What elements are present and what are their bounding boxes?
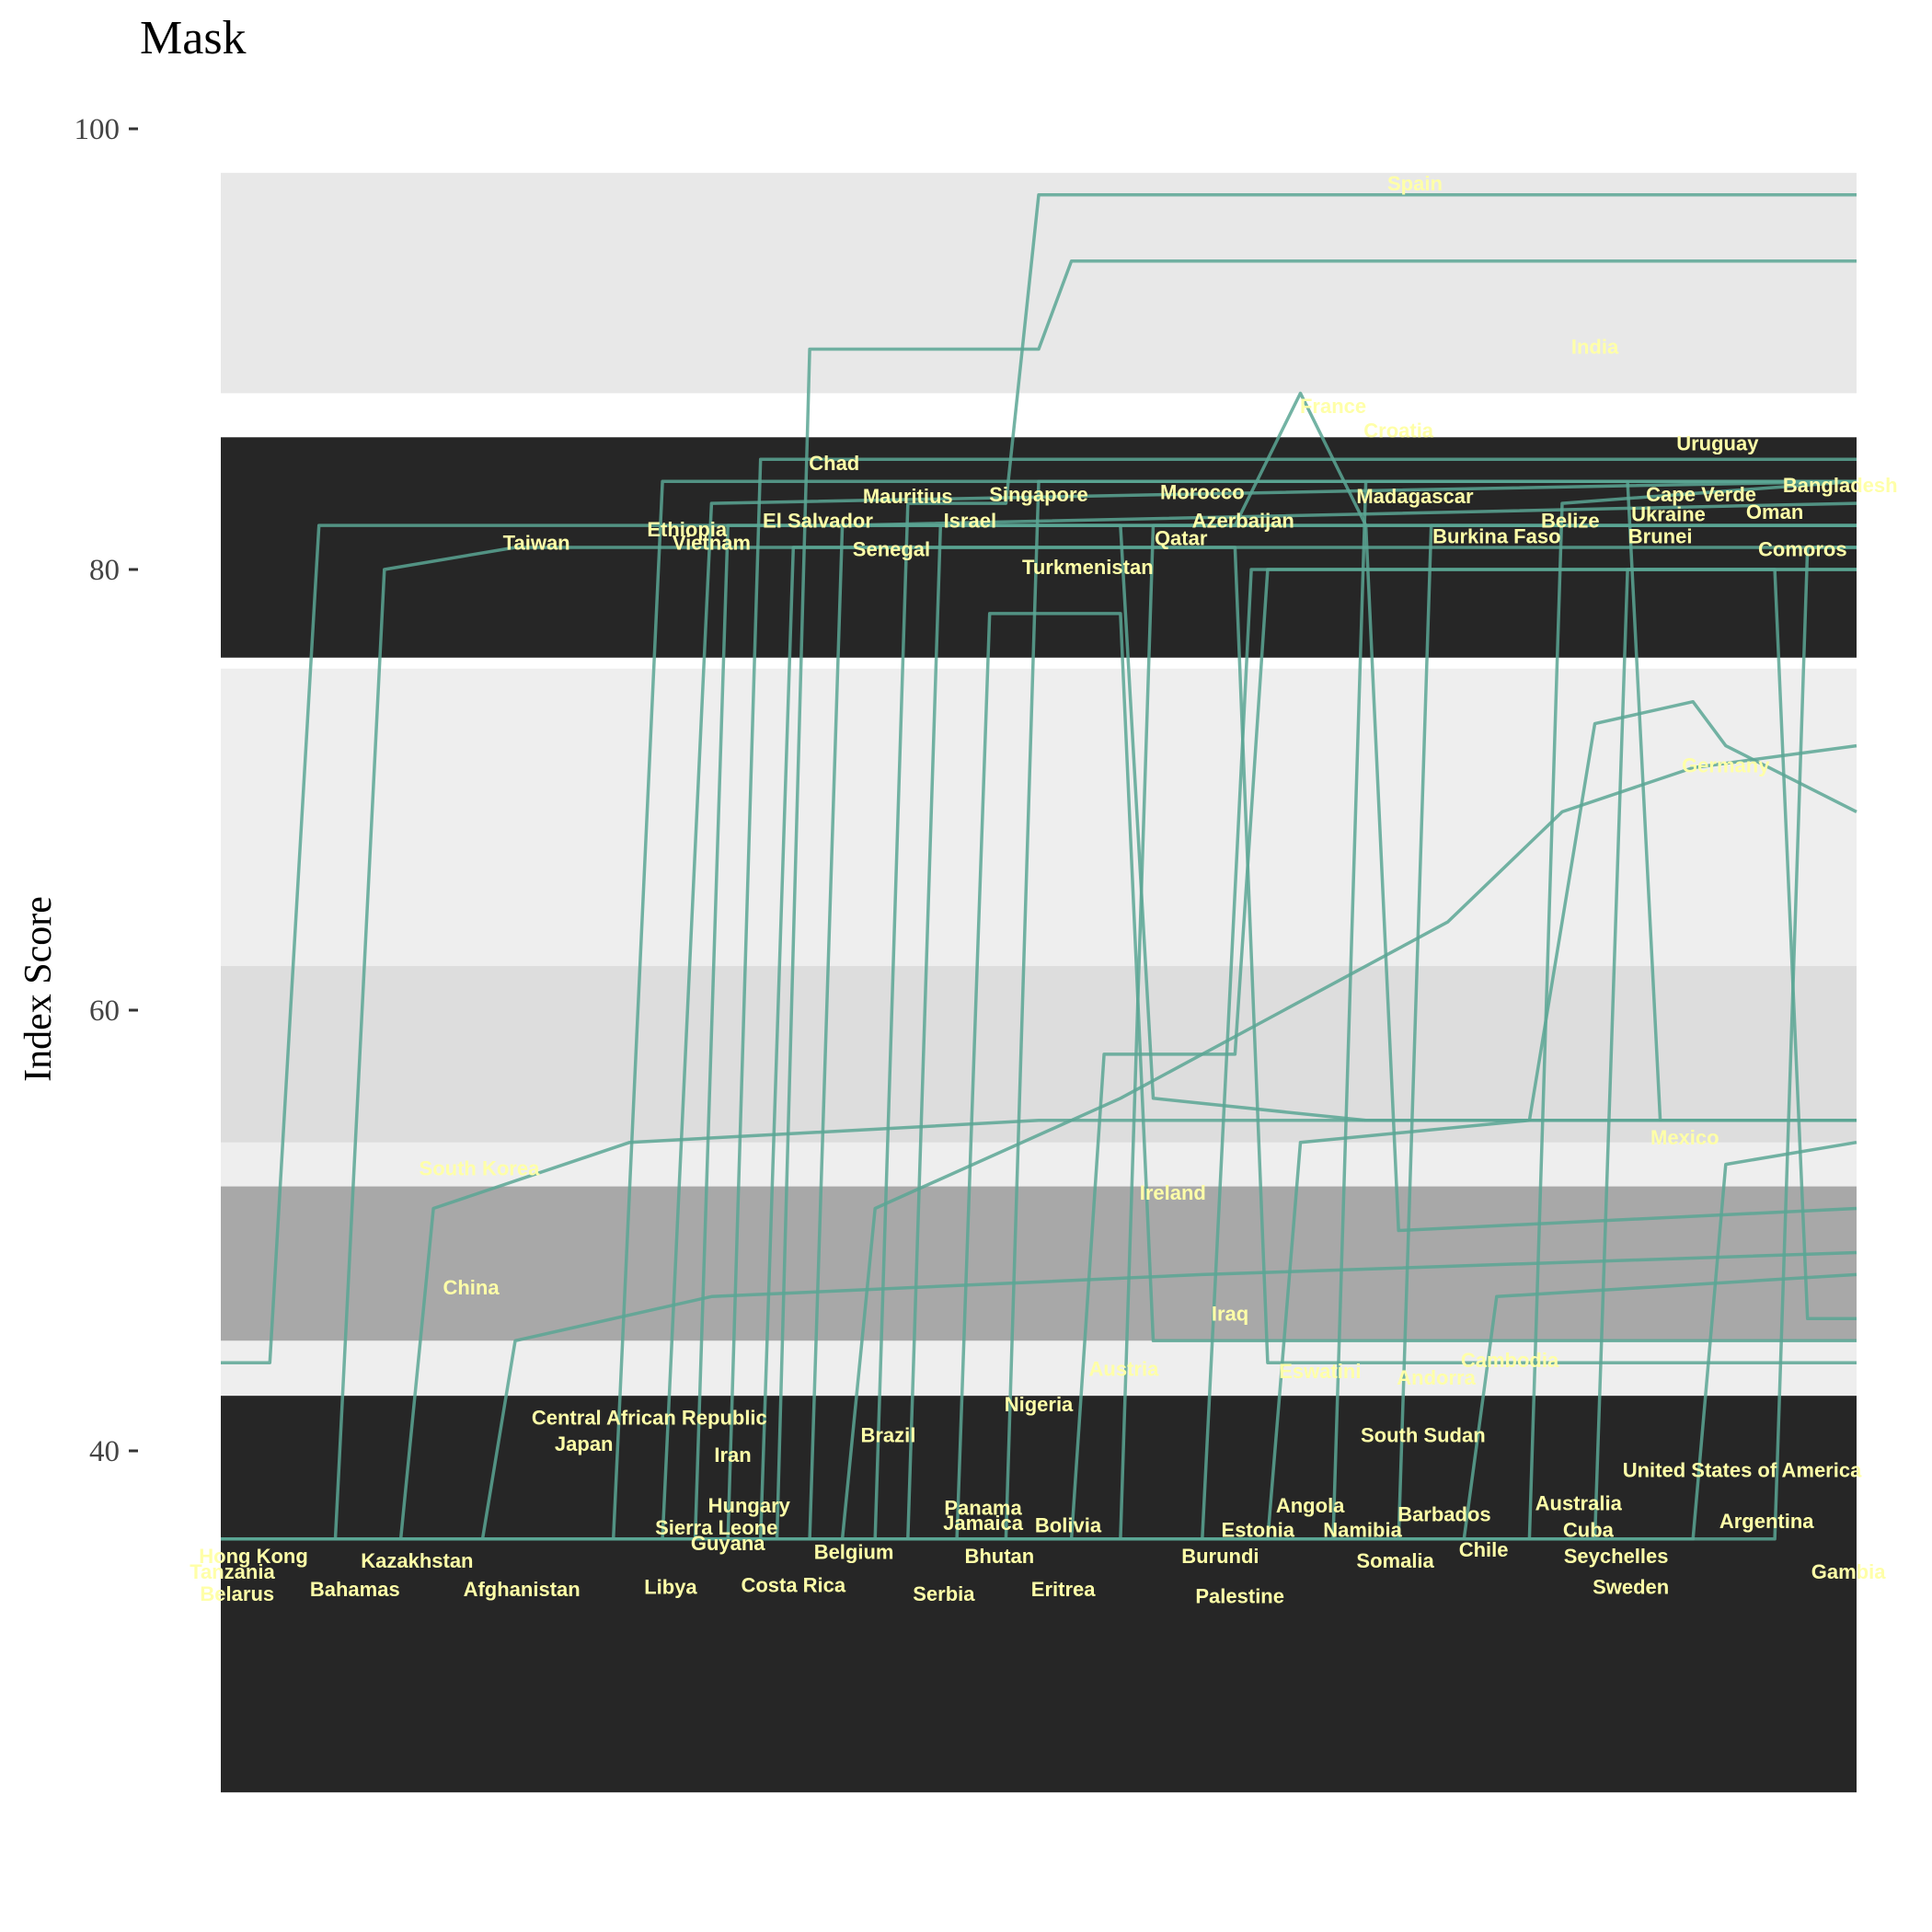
- y-axis-title: Index Score: [17, 896, 60, 1082]
- country-label: United States of America: [1623, 1459, 1862, 1482]
- country-label: Vietnam: [673, 531, 751, 554]
- country-label: Barbados: [1397, 1503, 1490, 1526]
- country-label: Turkmenistan: [1022, 556, 1154, 579]
- y-axis: 40 60 80 100: [75, 113, 138, 1468]
- country-label: Namibia: [1323, 1518, 1402, 1541]
- country-label: Estonia: [1222, 1518, 1295, 1541]
- country-label: Brunei: [1628, 524, 1693, 547]
- country-label: China: [443, 1276, 500, 1299]
- country-label: Ireland: [1140, 1181, 1206, 1204]
- country-label: Guyana: [691, 1532, 765, 1555]
- country-label: Qatar: [1155, 527, 1208, 550]
- country-label: Afghanistan: [464, 1578, 581, 1601]
- country-label: Central African Republic: [532, 1406, 767, 1429]
- chart-title: Mask: [140, 12, 247, 64]
- country-label: Argentina: [1719, 1510, 1814, 1533]
- country-label: Australia: [1535, 1492, 1623, 1515]
- country-label: Taiwan: [503, 531, 570, 554]
- country-label: Ethiopia: [647, 518, 728, 541]
- country-label: Palestine: [1195, 1584, 1284, 1607]
- background-band-2: [221, 1186, 1857, 1341]
- country-label: Austria: [1089, 1358, 1160, 1381]
- country-label: India: [1571, 335, 1619, 358]
- country-label: Cambodia: [1461, 1349, 1559, 1372]
- country-label: Burundi: [1181, 1545, 1259, 1568]
- country-label: Brazil: [860, 1423, 915, 1446]
- country-label: Ukraine: [1631, 502, 1706, 525]
- country-label: Israel: [944, 509, 997, 532]
- country-label: Oman: [1746, 500, 1803, 523]
- country-label: Hungary: [708, 1494, 791, 1517]
- country-label: Jamaica: [943, 1512, 1024, 1535]
- country-label: Hong Kong: [199, 1545, 308, 1568]
- country-label: Iraq: [1212, 1303, 1248, 1326]
- country-label: Eritrea: [1031, 1578, 1096, 1601]
- country-label: Bolivia: [1035, 1514, 1102, 1537]
- country-label: Uruguay: [1676, 432, 1759, 455]
- country-label: Tanzania: [190, 1560, 275, 1583]
- country-label: Mexico: [1650, 1126, 1719, 1149]
- country-label: Bahamas: [310, 1578, 400, 1601]
- country-label: Somalia: [1356, 1549, 1434, 1572]
- y-tick-label: 100: [75, 113, 121, 146]
- country-label: Senegal: [853, 538, 930, 561]
- country-label: Bangladesh: [1783, 474, 1898, 497]
- series-line-19: [221, 699, 1857, 1541]
- country-label: Madagascar: [1356, 485, 1474, 508]
- country-label: Serbia: [913, 1582, 975, 1605]
- country-label: Azerbaijan: [1192, 509, 1294, 532]
- country-label: South Korea: [420, 1157, 541, 1180]
- country-label: Burkina Faso: [1432, 524, 1560, 547]
- country-label: Belarus: [200, 1582, 274, 1605]
- background-bands: [221, 172, 1857, 1793]
- country-label: Seychelles: [1564, 1545, 1669, 1568]
- country-label: Panama: [944, 1496, 1022, 1519]
- country-label: Andorra: [1397, 1366, 1476, 1389]
- country-label: France: [1300, 395, 1366, 418]
- country-label: Croatia: [1363, 419, 1434, 442]
- country-label: Spain: [1387, 172, 1443, 195]
- country-label: Cape Verde: [1646, 483, 1756, 506]
- country-label: Eswatini: [1279, 1360, 1361, 1383]
- country-label: Cuba: [1563, 1518, 1615, 1541]
- country-label: Belize: [1541, 509, 1600, 532]
- country-label: Costa Rica: [741, 1573, 845, 1596]
- country-label: Germany: [1682, 753, 1770, 776]
- background-band-3: [221, 966, 1857, 1143]
- country-label: Bhutan: [964, 1545, 1034, 1568]
- country-label: Nigeria: [1005, 1393, 1074, 1416]
- country-label: Libya: [644, 1576, 697, 1599]
- country-label: Morocco: [1160, 480, 1245, 503]
- country-label: Sweden: [1593, 1576, 1669, 1599]
- country-label: Singapore: [989, 483, 1088, 506]
- country-label: Mauritius: [863, 485, 953, 508]
- y-tick-label: 80: [89, 554, 120, 587]
- country-label: Belgium: [814, 1540, 894, 1563]
- country-label: El Salvador: [763, 509, 873, 532]
- country-label: Japan: [555, 1432, 614, 1455]
- series-line-26: [221, 546, 1857, 1541]
- y-tick-label: 60: [89, 995, 120, 1028]
- country-label: Chile: [1459, 1538, 1509, 1561]
- country-label: Comoros: [1758, 538, 1847, 561]
- country-label: Chad: [809, 452, 859, 475]
- country-label: Iran: [714, 1443, 751, 1466]
- background-band-0: [221, 1396, 1857, 1793]
- series-line-11: [221, 743, 1857, 1541]
- country-label: Sierra Leone: [655, 1516, 777, 1539]
- series-lines: [221, 193, 1857, 1541]
- country-label: South Sudan: [1361, 1423, 1486, 1446]
- country-label: Kazakhstan: [361, 1549, 473, 1572]
- country-label: Angola: [1276, 1494, 1345, 1517]
- country-label: Gambia: [1811, 1560, 1886, 1583]
- y-tick-label: 40: [89, 1435, 120, 1468]
